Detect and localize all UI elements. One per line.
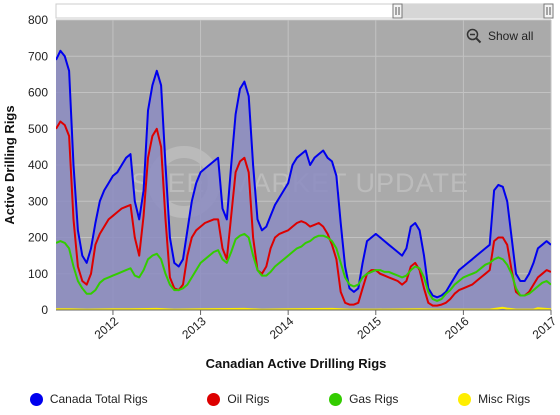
x-tick-label: 2012 (92, 314, 122, 342)
x-tick-label: 2016 (442, 314, 472, 342)
legend-label: Oil Rigs (227, 392, 270, 406)
show-all-label: Show all (488, 29, 534, 43)
y-axis-label: Active Drilling Rigs (2, 105, 17, 224)
x-tick-label: 2014 (267, 314, 297, 342)
series-line-oil-rigs[interactable] (56, 120, 551, 307)
legend-item-misc-rigs[interactable]: Misc Rigs (458, 392, 530, 406)
show-all-button[interactable]: Show all (466, 27, 533, 45)
range-handle-right[interactable] (543, 3, 554, 19)
chart-title: Canadian Active Drilling Rigs (206, 356, 387, 371)
y-tick-label: 700 (28, 49, 48, 63)
legend-item-gas-rigs[interactable]: Gas Rigs (329, 392, 398, 406)
legend-item-canada-total-rigs[interactable]: Canada Total Rigs (29, 392, 148, 406)
range-selector-fill[interactable] (398, 4, 548, 18)
range-handle-left[interactable] (392, 3, 403, 19)
legend: Canada Total Rigs Oil Rigs Gas Rigs Misc Ri… (0, 388, 560, 410)
y-tick-label: 100 (28, 267, 48, 281)
legend-label: Canada Total Rigs (49, 392, 148, 406)
y-tick-label: 500 (28, 122, 48, 136)
y-tick-label: 300 (28, 194, 48, 208)
series-line-gas-rigs[interactable] (56, 232, 551, 302)
x-tick-label: 2017 (530, 314, 560, 342)
legend-swatch (458, 392, 472, 406)
zoom-out-icon (466, 28, 482, 44)
y-tick-label: 0 (41, 303, 48, 317)
legend-swatch (29, 392, 43, 406)
legend-swatch (329, 392, 343, 406)
x-tick-label: 2015 (354, 314, 384, 342)
total-rigs-area (56, 50, 551, 310)
y-tick-label: 200 (28, 231, 48, 245)
y-tick-label: 600 (28, 86, 48, 100)
legend-label: Gas Rigs (349, 392, 399, 406)
series-line-canada-total-rigs[interactable] (56, 49, 551, 299)
legend-item-oil-rigs[interactable]: Oil Rigs (207, 392, 269, 406)
y-tick-label: 800 (28, 13, 48, 27)
legend-label: Misc Rigs (478, 392, 531, 406)
y-tick-label: 400 (28, 158, 48, 172)
legend-swatch (207, 392, 221, 406)
x-tick-label: 2013 (179, 314, 209, 342)
